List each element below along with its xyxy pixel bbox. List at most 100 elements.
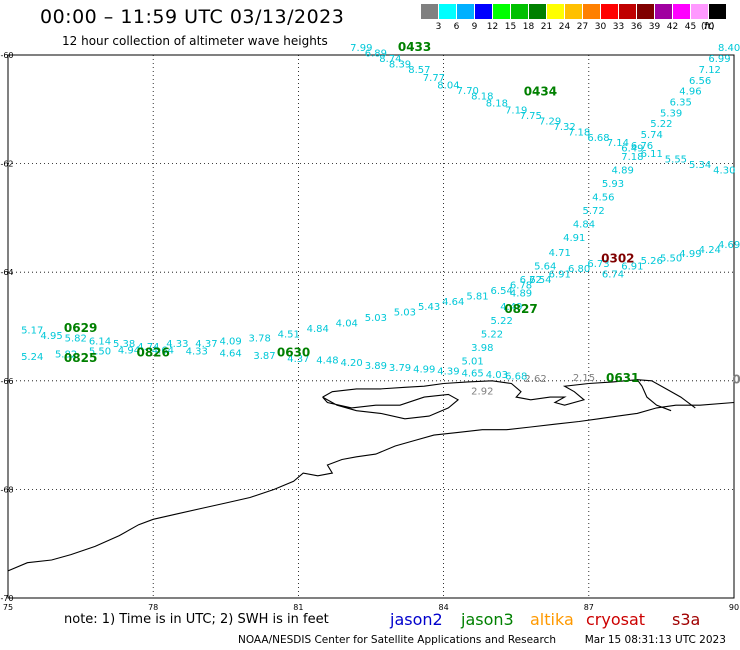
wave-height-value: 5.93 [602,179,624,190]
wave-height-value: 4.49 [500,302,522,313]
legend-label: 27 [576,22,589,32]
wave-height-value: 5.38 [113,339,135,350]
wave-height-value: 6.76 [631,141,653,152]
legend-label: 30 [594,22,607,32]
wave-height-value: 6.14 [89,336,111,347]
wave-height-value: 7.18 [568,127,590,138]
lon-tick-label: 81 [293,603,303,612]
coastline-main [7,401,735,572]
wave-height-value: 4.37 [287,354,309,365]
wave-height-value: 5.74 [641,130,663,141]
wave-height-value: 4.99 [679,249,701,260]
wave-height-value: 4.56 [592,193,614,204]
lat-tick-label: -66 [0,377,13,386]
legend-label: 18 [522,22,535,32]
wave-height-value: 5.43 [418,302,440,313]
wave-height-value: 5.72 [583,206,605,217]
legend-label: 45 [684,22,697,32]
pass-time-label: 0825 [64,351,97,365]
lon-tick-label: 75 [3,603,13,612]
wave-height-value: 4.64 [442,297,464,308]
legend-label: 24 [558,22,571,32]
wave-height-value: 6.91 [549,270,571,281]
legend-unit: (ft) [701,22,715,32]
wave-height-value: 8.74 [379,54,401,65]
legend-swatch [511,4,528,19]
wave-height-value: 6.68 [587,133,609,144]
wave-height-value: 4.20 [341,358,363,369]
legend-label: 9 [471,22,478,32]
wave-height-value: 6.78 [510,280,532,291]
legend-swatch [601,4,618,19]
wave-height-value: 4.04 [336,319,358,330]
wave-height-value: 4.03 [486,370,508,381]
legend-label: 42 [666,22,679,32]
wave-height-value: 2.62 [524,374,546,385]
wave-height-value: 4.74 [137,342,159,353]
wave-height-value: 5.82 [55,349,77,360]
wave-height-value: 5.01 [462,357,484,368]
wave-height-value: 4.37 [195,339,217,350]
wave-height-value: 4.96 [679,87,701,98]
wave-height-value: 7.75 [520,111,542,122]
wave-height-value: 7.29 [539,117,561,128]
legend-swatch [565,4,582,19]
wave-height-value: 5.22 [491,316,513,327]
legend-swatch [475,4,492,19]
wave-height-value: 4.69 [718,240,740,251]
lat-tick-label: -62 [0,160,13,169]
wave-height-value: 8.40 [718,43,740,54]
pass-time-label: 0434 [524,85,557,99]
footer-credit: NOAA/NESDIS Center for Satellite Applica… [238,634,726,646]
wave-height-value: 4.51 [278,329,300,340]
wave-height-value: 6.80 [568,264,590,275]
wave-height-value: 7.19 [505,106,527,117]
lat-tick-label: -64 [0,268,13,277]
satellite-name: altika [530,610,574,629]
wave-height-value: 4.84 [307,324,329,335]
wave-height-value: 3.89 [365,361,387,372]
lat-tick-label: -70 [0,594,13,603]
wave-height-value: 5.03 [365,313,387,324]
wave-height-value: 6.73 [587,259,609,270]
wave-height-value: 5.17 [21,326,43,337]
satellite-name: jason2 [390,610,443,629]
wave-height-value: 8.04 [437,81,459,92]
wave-height-value: 3.98 [471,343,493,354]
wave-height-value: 4.71 [549,248,571,259]
credit-text: NOAA/NESDIS Center for Satellite Applica… [238,634,556,646]
satellite-name: jason3 [461,610,514,629]
wave-height-value: 6.35 [670,97,692,108]
wave-height-value: 7.77 [423,73,445,84]
wave-height-value: 6.99 [708,54,730,65]
wave-height-value: 8.18 [486,99,508,110]
wave-height-value: 5.50 [89,347,111,358]
wave-height-value: 4.39 [437,366,459,377]
wave-height-value: 2.92 [471,386,493,397]
wave-height-value: 2.15 [573,373,595,384]
legend-label: 33 [612,22,625,32]
wave-height-value: 6.54 [491,286,513,297]
map-frame [7,54,735,599]
legend-swatch [439,4,456,19]
wave-height-value: 4.64 [152,346,174,357]
legend-swatch [547,4,564,19]
legend-label: 6 [453,22,460,32]
legend-swatch [583,4,600,19]
coastline-loop [322,393,460,420]
wave-height-value: 3.79 [389,363,411,374]
lat-tick-label: -60 [0,51,13,60]
wave-height-value: 5.03 [394,308,416,319]
wave-height-value: 5.22 [650,119,672,130]
wave-height-value: 3.78 [249,334,271,345]
wave-height-value: 7.14 [607,138,629,149]
wave-height-value: 5.64 [534,261,556,272]
wave-height-value: 4.30 [713,165,735,176]
wave-height-value: 7.12 [699,65,721,76]
pass-time-label: 0. [732,373,740,387]
wave-height-value: 6.11 [641,149,663,160]
wave-height-value: 7.18 [621,152,643,163]
legend-label: 15 [504,22,517,32]
wave-height-value: 5.24 [21,352,43,363]
legend-swatch [655,4,672,19]
